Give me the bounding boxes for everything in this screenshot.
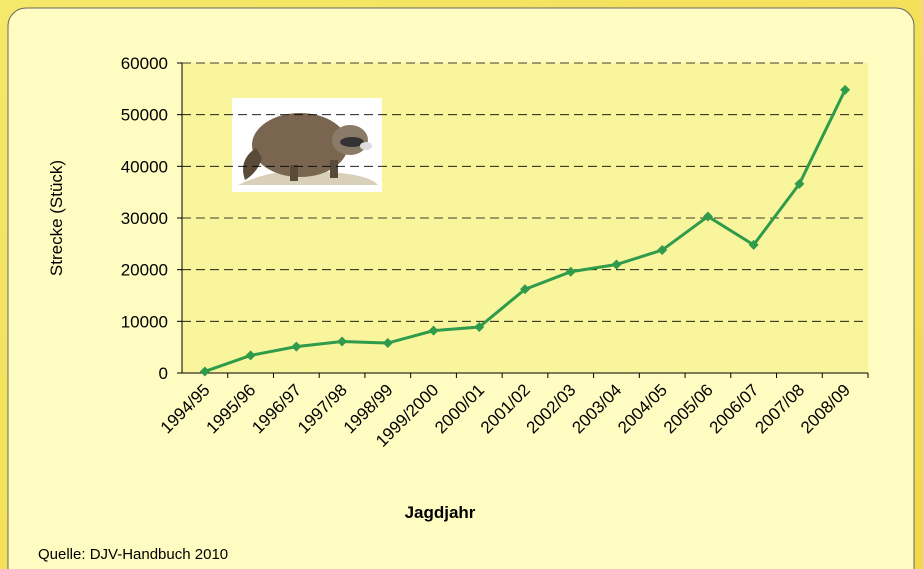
source: Quelle: DJV-Handbuch 2010 [38,546,228,563]
x-axis-label: Jagdjahr [405,503,476,522]
y-tick-label: 40000 [121,157,168,176]
y-tick-label: 20000 [121,261,168,280]
y-tick-label: 60000 [121,54,168,73]
point [474,322,485,333]
y-axis-label: Strecke (Stück) [47,160,66,276]
point [794,178,805,189]
point [840,84,851,95]
point [245,350,256,361]
point [565,266,576,277]
point [611,259,622,270]
point [748,239,759,250]
point [428,325,439,336]
y-tick-label: 0 [159,364,168,383]
y-tick-label: 10000 [121,312,168,331]
point [382,338,393,349]
point [337,336,348,347]
point [520,284,530,295]
point [291,341,302,352]
raccoon-image [232,98,382,192]
y-tick-label: 30000 [121,209,168,228]
point [199,366,210,377]
y-tick-label: 50000 [121,106,168,125]
point [702,211,713,222]
point [657,245,668,256]
